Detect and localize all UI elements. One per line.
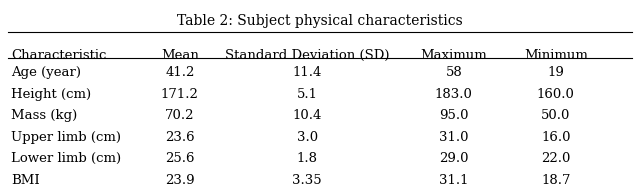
Text: 70.2: 70.2	[165, 109, 195, 122]
Text: 31.0: 31.0	[439, 131, 468, 144]
Text: Table 2: Subject physical characteristics: Table 2: Subject physical characteristic…	[177, 14, 463, 28]
Text: 183.0: 183.0	[435, 88, 473, 101]
Text: Standard Deviation (SD): Standard Deviation (SD)	[225, 49, 390, 62]
Text: 18.7: 18.7	[541, 174, 570, 187]
Text: 160.0: 160.0	[537, 88, 575, 101]
Text: 41.2: 41.2	[165, 66, 195, 79]
Text: Age (year): Age (year)	[11, 66, 81, 79]
Text: 5.1: 5.1	[297, 88, 317, 101]
Text: 19: 19	[547, 66, 564, 79]
Text: 23.6: 23.6	[165, 131, 195, 144]
Text: 171.2: 171.2	[161, 88, 199, 101]
Text: 31.1: 31.1	[439, 174, 468, 187]
Text: 25.6: 25.6	[165, 152, 195, 165]
Text: Characteristic: Characteristic	[11, 49, 106, 62]
Text: 10.4: 10.4	[292, 109, 322, 122]
Text: Minimum: Minimum	[524, 49, 588, 62]
Text: 1.8: 1.8	[297, 152, 317, 165]
Text: 95.0: 95.0	[439, 109, 468, 122]
Text: 3.0: 3.0	[297, 131, 318, 144]
Text: Height (cm): Height (cm)	[11, 88, 91, 101]
Text: 3.35: 3.35	[292, 174, 322, 187]
Text: Lower limb (cm): Lower limb (cm)	[11, 152, 121, 165]
Text: Mass (kg): Mass (kg)	[11, 109, 77, 122]
Text: 23.9: 23.9	[165, 174, 195, 187]
Text: 11.4: 11.4	[292, 66, 322, 79]
Text: Maximum: Maximum	[420, 49, 487, 62]
Text: Mean: Mean	[161, 49, 199, 62]
Text: 29.0: 29.0	[439, 152, 468, 165]
Text: 22.0: 22.0	[541, 152, 570, 165]
Text: Upper limb (cm): Upper limb (cm)	[11, 131, 121, 144]
Text: 16.0: 16.0	[541, 131, 570, 144]
Text: 58: 58	[445, 66, 462, 79]
Text: 50.0: 50.0	[541, 109, 570, 122]
Text: BMI: BMI	[11, 174, 40, 187]
